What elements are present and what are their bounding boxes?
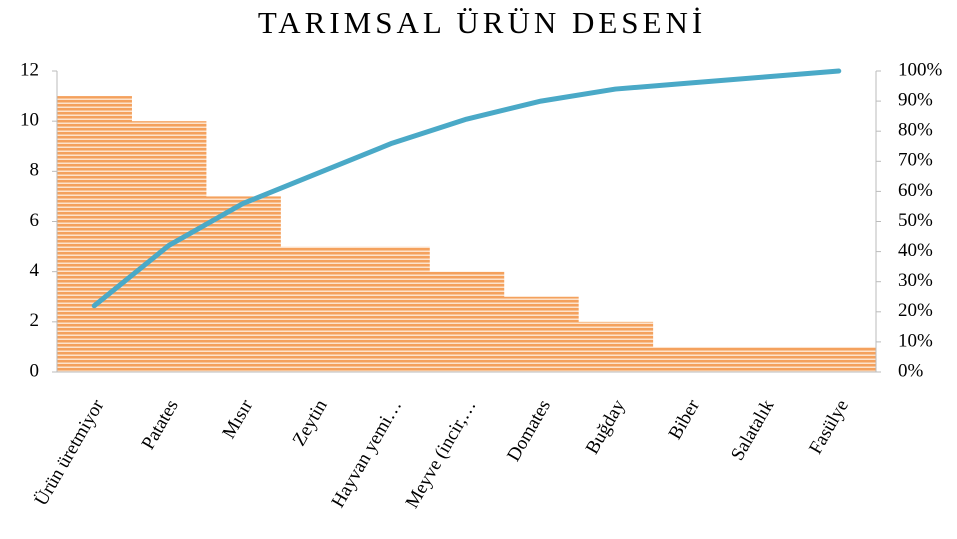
y2-tick-label: 50% [898,210,933,231]
bar [354,246,430,372]
y2-tick-label: 40% [898,240,933,261]
x-tick-label: Hayvan yemi… [328,396,407,511]
y2-tick-label: 10% [898,330,933,351]
y-tick-label: 2 [30,310,40,331]
x-tick-label: Mısır [218,396,257,443]
y-tick-label: 0 [30,360,40,381]
x-tick-label: Biber [665,396,705,444]
bar [205,196,281,372]
y-tick-label: 10 [20,110,39,131]
y2-tick-label: 90% [898,89,933,110]
bar [652,346,728,372]
bar [280,246,356,372]
bar [429,271,505,372]
y2-tick-label: 80% [898,120,933,141]
bar [57,96,132,372]
y-tick-label: 6 [30,210,40,231]
bar [727,346,803,372]
x-tick-label: Salatalık [727,396,779,465]
y2-tick-label: 60% [898,180,933,201]
y-tick-label: 4 [30,260,40,281]
y2-tick-label: 20% [898,300,933,321]
bar [578,321,654,372]
bar [801,346,877,372]
y-tick-label: 12 [20,59,39,80]
y2-tick-label: 30% [898,270,933,291]
x-tick-label: Domates [503,396,555,465]
y-tick-label: 8 [30,160,40,181]
x-tick-label: Patates [138,396,183,453]
x-tick-label: Buğday [582,396,630,458]
cumulative-line [91,68,842,309]
x-tick-label: Ürün üretmiyor [31,396,109,510]
x-tick-label: Zeytin [289,396,332,450]
chart-title: TARIMSAL ÜRÜN DESENİ [258,5,706,40]
x-tick-label: Fasülye [805,396,853,458]
bar [503,296,579,372]
y2-tick-label: 100% [898,59,943,80]
y2-tick-label: 70% [898,150,933,171]
x-tick-label: Meyve (incir,… [402,396,481,512]
y2-tick-label: 0% [898,360,924,381]
